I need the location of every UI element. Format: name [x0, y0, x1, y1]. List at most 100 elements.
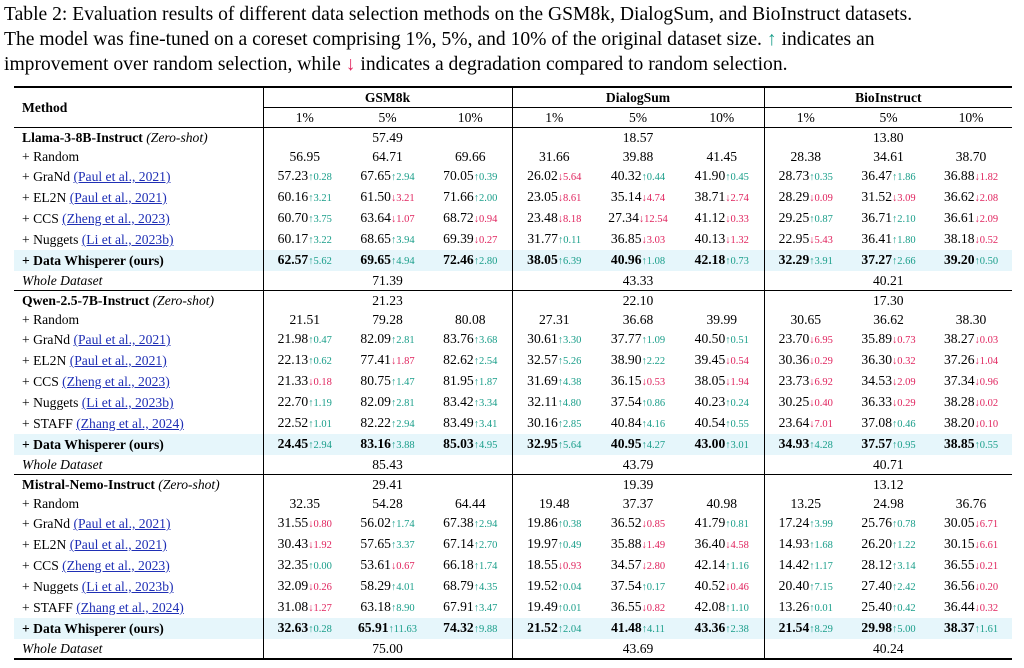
delta-value: ↓5.43 — [809, 235, 833, 246]
value: 35.88 — [610, 536, 642, 551]
delta-value: ↓5.64 — [557, 172, 582, 183]
value-cell: 40.32↑0.44 — [596, 166, 680, 187]
value-cell: 40.96↑1.08 — [596, 250, 681, 271]
delta-value: ↓0.73 — [892, 335, 916, 346]
delta-value: ↓0.33 — [725, 214, 749, 225]
value: 38.28 — [943, 394, 975, 409]
method-label: + GraNd — [22, 332, 71, 347]
delta-value: ↑0.01 — [557, 603, 582, 614]
delta-value: ↑2.85 — [557, 419, 582, 430]
citation-link[interactable]: (Li et al., 2023b) — [81, 395, 174, 410]
value-cell: 39.88 — [596, 147, 680, 166]
value-cell: 83.76↑3.68 — [429, 329, 512, 350]
value: 28.29 — [778, 189, 810, 204]
citation-link[interactable]: (Paul et al., 2021) — [69, 537, 167, 552]
delta-value: ↓0.67 — [390, 561, 415, 572]
value-cell: 42.18↑0.73 — [680, 250, 765, 271]
delta-value: ↓6.95 — [809, 335, 833, 346]
value: 82.62 — [443, 352, 474, 367]
value-cell: 60.70↑3.75 — [262, 208, 346, 229]
delta-value: ↑3.14 — [892, 561, 916, 572]
value: 36.68 — [622, 312, 654, 327]
value: 85.03 — [443, 436, 474, 451]
value: 60.17 — [277, 231, 309, 246]
value: 83.49 — [443, 415, 474, 430]
delta-value: ↓8.18 — [557, 214, 582, 225]
citation-link[interactable]: (Paul et al., 2021) — [73, 332, 171, 347]
method-cell: + CCS (Zheng et al., 2023) — [14, 555, 263, 576]
value: 83.76 — [443, 331, 474, 346]
delta-value: ↑2.81 — [390, 398, 415, 409]
value: 35.14 — [610, 189, 642, 204]
value-cell: 69.39↓0.27 — [429, 229, 512, 250]
delta-value: ↑0.55 — [725, 419, 749, 430]
citation-link[interactable]: (Zheng et al., 2023) — [62, 211, 170, 226]
value-cell: 22.95↓5.43 — [763, 229, 848, 250]
value-cell: 30.05↓6.71 — [930, 513, 1012, 534]
delta-value: ↑1.87 — [473, 377, 498, 388]
citation-link[interactable]: (Paul et al., 2021) — [69, 190, 167, 205]
value-cell: 38.18↓0.52 — [930, 229, 1012, 250]
value-cell: 36.44↓0.32 — [930, 597, 1012, 618]
value: 13.26 — [778, 599, 810, 614]
delta-value: ↑2.81 — [390, 335, 415, 346]
value: 63.64 — [360, 210, 391, 225]
value-cell: 83.16↑3.88 — [346, 434, 429, 455]
value: 54.28 — [372, 496, 403, 511]
delta-value: ↑1.86 — [892, 172, 916, 183]
value-cell: 37.57↑0.95 — [847, 434, 931, 455]
value: 30.25 — [778, 394, 810, 409]
value-cell: 43.00↑3.01 — [680, 434, 765, 455]
value: 40.23 — [694, 394, 726, 409]
value: 23.64 — [778, 415, 810, 430]
value: 82.09 — [360, 394, 391, 409]
delta-value: ↓0.29 — [892, 398, 916, 409]
delta-value: ↑0.45 — [725, 172, 749, 183]
delta-value: ↑0.17 — [641, 582, 666, 593]
value: 39.88 — [622, 149, 654, 164]
method-cell: + EL2N (Paul et al., 2021) — [14, 534, 263, 555]
value: 36.76 — [955, 496, 987, 511]
citation-link[interactable]: (Li et al., 2023b) — [81, 232, 174, 247]
citation-link[interactable]: (Zhang et al., 2024) — [76, 600, 184, 615]
table-row: + EL2N (Paul et al., 2021) 22.13↑0.62 77.4… — [14, 350, 1012, 371]
method-label: + Nuggets — [22, 395, 79, 410]
value: 30.43 — [277, 536, 309, 551]
method-label: + STAFF — [22, 600, 73, 615]
percent-header: 10% — [457, 110, 483, 125]
delta-value: ↓6.71 — [974, 519, 999, 530]
delta-value: ↓12.54 — [638, 214, 668, 225]
citation-link[interactable]: (Paul et al., 2021) — [69, 353, 167, 368]
table-row: + STAFF (Zhang et al., 2024) 22.52↑1.01 82… — [14, 413, 1012, 434]
value-cell: 35.14↓4.74 — [596, 187, 680, 208]
citation-link[interactable]: (Paul et al., 2021) — [73, 169, 171, 184]
value-cell: 26.20↑1.22 — [847, 534, 930, 555]
citation-link[interactable]: (Li et al., 2023b) — [81, 579, 174, 594]
value: 60.16 — [277, 189, 309, 204]
value-cell: 27.31 — [511, 310, 597, 329]
value: 29.25 — [778, 210, 810, 225]
value: 68.72 — [443, 210, 474, 225]
value-cell: 32.29↑3.91 — [763, 250, 848, 271]
value-cell: 57.23↑0.28 — [262, 166, 346, 187]
value-cell: 41.90↑0.45 — [680, 166, 764, 187]
citation-link[interactable]: (Zhang et al., 2024) — [76, 416, 184, 431]
value-cell: 66.18↑1.74 — [429, 555, 512, 576]
zero-shot-value: 19.39 — [511, 474, 765, 494]
citation-link[interactable]: (Zheng et al., 2023) — [62, 558, 170, 573]
value: 32.63 — [277, 620, 309, 635]
value: 31.66 — [538, 149, 570, 164]
model-name: Llama-3-8B-Instruct (Zero-shot) — [14, 127, 263, 147]
delta-value: ↑2.66 — [892, 256, 916, 267]
delta-value: ↓0.03 — [974, 335, 999, 346]
value-cell: 74.32↑9.88 — [429, 618, 513, 639]
delta-value: ↑0.62 — [308, 356, 332, 367]
percent-header: 10% — [958, 110, 984, 125]
table-row: + Nuggets (Li et al., 2023b) 22.70↑1.19 82… — [14, 392, 1012, 413]
delta-value: ↑1.08 — [641, 256, 666, 267]
citation-link[interactable]: (Paul et al., 2021) — [73, 516, 171, 531]
value: 30.61 — [527, 331, 558, 346]
table-row: + GraNd (Paul et al., 2021) 57.23↑0.28 67.… — [14, 166, 1012, 187]
citation-link[interactable]: (Zheng et al., 2023) — [62, 374, 170, 389]
model-name-text: Qwen-2.5-7B-Instruct — [22, 293, 150, 308]
